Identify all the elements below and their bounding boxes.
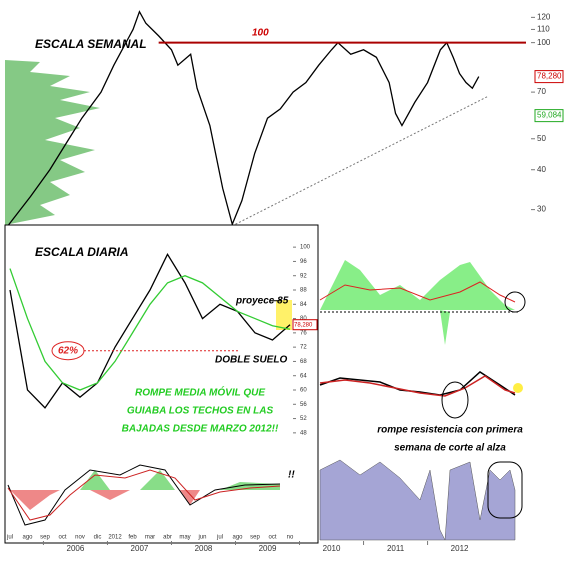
x-tick-label: ago [232,535,243,541]
x-tick-label: sep [250,535,260,541]
x-tick-label: oct [268,535,276,541]
y-tick-label: 70 [537,87,546,96]
x-tick-label: 2006 [67,544,85,553]
x-tick-label: 2007 [131,544,149,553]
y-tick-label: 68 [300,359,307,365]
x-tick-label: dic [94,535,102,541]
comment: rompe resistencia con primera [377,425,523,436]
area [319,459,516,541]
x-tick-label: abr [163,535,172,541]
price-line [4,10,480,230]
macd-signal [319,375,516,397]
macd [319,371,516,396]
x-tick-label: 2010 [323,544,341,553]
histogram-neg [440,310,450,345]
oscillator [10,490,280,510]
note: BAJADAS DESDE MARZO 2012!! [122,424,279,435]
x-tick-label: ago [22,535,33,541]
x-tick-label: oct [58,535,66,541]
y-tick-label: 30 [537,205,546,214]
retracement-badge [51,341,85,361]
marker [513,383,523,393]
x-tick-label: 2011 [387,544,405,553]
oscillator-pos [80,470,280,490]
y-tick-label: 40 [537,165,546,174]
y-tick-label: 84 [300,302,307,308]
y-tick-label: 96 [300,259,307,265]
pattern-label: DOBLE SUELO [215,355,287,366]
x-tick-label: 2009 [259,544,277,553]
oscillator-line [7,464,281,526]
y-tick-label: 80 [300,316,307,322]
y-tick-label: 72 [300,345,307,351]
x-tick-label: may [179,535,190,541]
resistance-label: 100 [252,27,269,38]
chart-title: ESCALA DIARIA [35,245,129,259]
x-tick-label: mar [145,535,155,541]
low-price-label: 59,084 [537,111,562,120]
trendline [235,95,489,225]
y-tick-label: 48 [300,430,307,436]
x-tick-label: feb [128,535,137,541]
note: ROMPE MEDIA MÓVIL QUE [135,386,265,399]
y-tick-label: 110 [537,25,550,34]
oscillator-signal [7,469,281,521]
indicator-panels [319,260,526,541]
x-tick-label: jul [216,535,223,541]
x-tick-label: sep [40,535,50,541]
oscillator-note: !! [288,470,295,481]
y-tick-label: 60 [300,388,307,394]
x-tick-label: 2008 [195,544,213,553]
note: GUIABA LOS TECHOS EN LAS [127,406,274,417]
y-tick-label: 120 [537,12,551,21]
daily-line [9,252,291,409]
y-tick-label: 88 [300,288,307,294]
last-price-label: 78,280 [294,322,313,328]
y-tick-label: 50 [537,134,546,143]
x-tick-label: nov [75,535,85,541]
x-tick-label: no [287,535,294,541]
last-price-box [292,319,318,331]
retracement-label: 62% [58,345,78,356]
x-tick-label: 2012 [451,544,469,553]
projection-label: proyecc 85 [235,295,289,306]
y-tick-label: 92 [300,273,307,279]
highlight-box [276,300,292,330]
x-tick-label: 2012 [108,535,122,541]
y-tick-label: 76 [300,330,307,336]
last-price-box [534,70,564,84]
daily-frame [4,224,319,544]
signal-line [319,281,516,303]
last-price-label: 78,280 [537,72,562,81]
highlight [504,291,526,313]
y-tick-label: 56 [300,402,307,408]
y-tick-label: 100 [537,38,551,47]
highlight [487,461,523,519]
y-tick-label: 64 [300,373,307,379]
volume-profile [5,60,100,225]
daily-line [9,268,291,391]
comment: semana de corte al alza [394,443,506,454]
low-price-box [534,109,564,123]
chart-title: ESCALA SEMANAL [35,37,147,51]
histogram [320,260,515,310]
y-tick-label: 100 [300,245,311,251]
highlight [441,381,469,419]
y-tick-label: 52 [300,416,307,422]
x-tick-label: jun [197,535,206,541]
daily-panel [4,224,319,544]
x-tick-label: jul [6,535,13,541]
